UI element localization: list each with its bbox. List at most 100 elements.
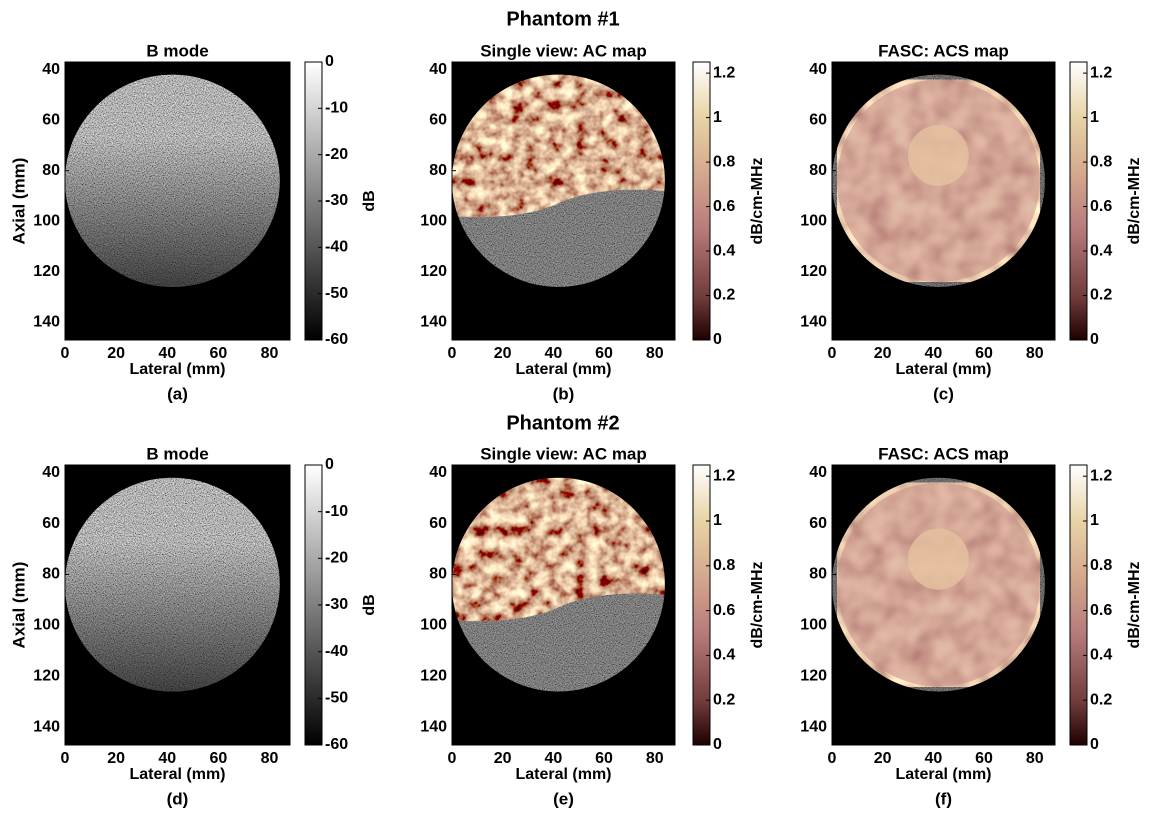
- colorbar-label: dB/cm-MHz: [1126, 561, 1143, 648]
- y-tick-label: 120: [420, 667, 447, 684]
- x-tick-label: 0: [448, 345, 457, 362]
- colorbar-tick-label: -40: [325, 643, 348, 660]
- shading: [65, 478, 280, 692]
- colorbar-tick-label: 0.2: [1090, 287, 1112, 304]
- x-tick-label: 0: [448, 750, 457, 767]
- x-tick-label: 20: [874, 750, 892, 767]
- y-tick-label: 120: [33, 667, 60, 684]
- y-tick-label: 60: [809, 515, 827, 532]
- caption: (c): [933, 384, 954, 403]
- y-tick-label: 100: [33, 212, 60, 229]
- y-tick-label: 60: [429, 515, 447, 532]
- y-tick-label: 60: [809, 111, 827, 128]
- x-tick-label: 40: [544, 750, 562, 767]
- colorbar-tick-label: -60: [325, 736, 348, 753]
- x-tick-label: 20: [107, 345, 125, 362]
- y-axis-label: Axial (mm): [9, 158, 28, 245]
- colorbar: [693, 465, 710, 745]
- colorbar-tick-label: 0.6: [1090, 198, 1112, 215]
- heading: Phantom #1: [506, 8, 619, 30]
- colorbar-tick-label: 0: [1090, 736, 1099, 753]
- colorbar-label: dB: [361, 594, 378, 615]
- colorbar-tick-label: 1: [713, 512, 722, 529]
- x-axis-label: Lateral (mm): [129, 361, 225, 378]
- colorbar-tick-label: 0.4: [713, 647, 735, 664]
- colorbar-tick-label: 1.2: [713, 64, 735, 81]
- x-tick-label: 40: [924, 750, 942, 767]
- x-tick-label: 0: [61, 345, 70, 362]
- x-tick-label: 80: [1026, 345, 1044, 362]
- panel: 020406080406080100120140B modeLateral (m…: [9, 444, 378, 808]
- y-tick-label: 80: [809, 566, 827, 583]
- colorbar-tick-label: 0.4: [713, 242, 735, 259]
- y-tick-label: 40: [809, 464, 827, 481]
- panel-title: Single view: AC map: [480, 41, 647, 60]
- colorbar-tick-label: -30: [325, 192, 348, 209]
- colorbar-tick-label: 0: [713, 331, 722, 348]
- colorbar-tick-label: -10: [325, 503, 348, 520]
- y-tick-label: 140: [800, 718, 827, 735]
- x-axis-label: Lateral (mm): [895, 361, 991, 378]
- image: [452, 75, 665, 287]
- colorbar-tick-label: 1.2: [713, 467, 735, 484]
- colorbar-tick-label: 0: [325, 456, 334, 473]
- colorbar-tick-label: -50: [325, 690, 348, 707]
- colorbar-tick-label: 0: [713, 736, 722, 753]
- x-tick-label: 0: [828, 750, 837, 767]
- x-axis-label: Lateral (mm): [515, 766, 611, 783]
- image: [452, 478, 665, 692]
- colorbar-tick-label: -40: [325, 239, 348, 256]
- y-tick-label: 80: [429, 162, 447, 179]
- x-tick-label: 40: [924, 345, 942, 362]
- colorbar-tick-label: -20: [325, 550, 348, 567]
- x-tick-label: 40: [544, 345, 562, 362]
- y-axis-label: Axial (mm): [9, 562, 28, 649]
- y-tick-label: 100: [420, 617, 447, 634]
- y-tick-label: 100: [800, 212, 827, 229]
- x-tick-label: 60: [210, 345, 228, 362]
- colorbar-tick-label: -50: [325, 285, 348, 302]
- x-axis-label: Lateral (mm): [129, 766, 225, 783]
- y-tick-label: 40: [429, 464, 447, 481]
- colorbar-tick-label: 1.2: [1090, 64, 1112, 81]
- colorbar-tick-label: 1: [1090, 512, 1099, 529]
- y-tick-label: 100: [800, 617, 827, 634]
- colorbar-tick-label: 1.2: [1090, 467, 1112, 484]
- y-tick-label: 120: [800, 667, 827, 684]
- y-tick-label: 60: [42, 111, 60, 128]
- colorbar-label: dB/cm-MHz: [1126, 157, 1143, 244]
- x-tick-label: 40: [158, 345, 176, 362]
- colorbar-tick-label: 0.4: [1090, 647, 1112, 664]
- image: [65, 478, 280, 692]
- colorbar-tick-label: -30: [325, 596, 348, 613]
- colorbar-tick-label: 0.2: [1090, 691, 1112, 708]
- y-tick-label: 60: [42, 515, 60, 532]
- y-tick-label: 40: [809, 61, 827, 78]
- colorbar-tick-label: -10: [325, 100, 348, 117]
- hotspot: [908, 529, 969, 590]
- colorbar-tick-label: 0.8: [713, 557, 735, 574]
- y-tick-label: 140: [33, 314, 60, 331]
- x-tick-label: 20: [494, 750, 512, 767]
- image: [832, 478, 1045, 692]
- colorbar-label: dB: [361, 190, 378, 211]
- colorbar-tick-label: 0.8: [713, 153, 735, 170]
- image: [832, 75, 1045, 287]
- y-tick-label: 120: [33, 263, 60, 280]
- colorbar-tick-label: 0: [325, 53, 334, 70]
- figure: Phantom #1Phantom #202040608040608010012…: [0, 0, 1150, 815]
- x-tick-label: 20: [494, 345, 512, 362]
- caption: (d): [167, 789, 189, 808]
- caption: (b): [553, 384, 575, 403]
- colorbar-label: dB/cm-MHz: [749, 157, 766, 244]
- panel: 020406080406080100120140FASC: ACS mapLat…: [800, 444, 1143, 808]
- y-tick-label: 100: [33, 617, 60, 634]
- y-tick-label: 60: [429, 111, 447, 128]
- x-tick-label: 80: [261, 750, 279, 767]
- colorbar: [693, 62, 710, 340]
- x-tick-label: 60: [595, 345, 613, 362]
- x-tick-label: 60: [975, 345, 993, 362]
- colorbar-tick-label: 0.2: [713, 287, 735, 304]
